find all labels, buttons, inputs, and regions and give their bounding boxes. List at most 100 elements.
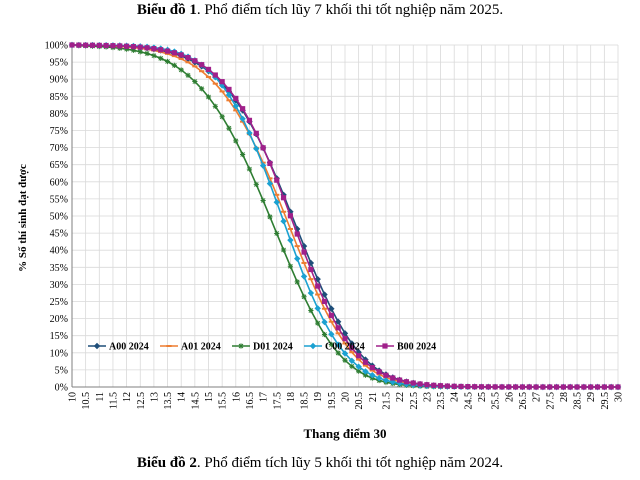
data-point-c00-2024 [355, 363, 362, 370]
legend-swatch-marker [238, 343, 244, 349]
x-tick-label: 15.5 [218, 392, 229, 410]
series-b00-2024 [69, 42, 621, 390]
data-point-c00-2024 [382, 377, 390, 384]
data-point-c00-2024 [266, 180, 274, 187]
data-point-a01-2024 [178, 57, 184, 60]
figure-caption-bottom: Biểu đồ 2. Phổ điểm tích lũy 5 khối thi … [0, 455, 640, 472]
data-point-b00-2024 [588, 384, 594, 390]
y-tick-label: 35% [50, 263, 68, 274]
data-point-d01-2024 [164, 58, 171, 65]
data-point-b00-2024 [594, 384, 601, 390]
x-tick-label: 20.5 [354, 392, 365, 410]
data-point-b00-2024 [287, 213, 293, 219]
data-point-b00-2024 [574, 384, 580, 390]
data-point-b00-2024 [526, 384, 532, 390]
data-point-a01-2024 [294, 245, 300, 248]
caption-top-text: . Phổ điểm tích lũy 7 khối thi tốt nghiệ… [196, 2, 504, 18]
data-point-b00-2024 [205, 66, 212, 73]
data-point-b00-2024 [601, 384, 607, 390]
y-tick-label: 20% [50, 314, 68, 325]
y-tick-label: 25% [50, 297, 68, 308]
data-point-b00-2024 [219, 79, 225, 85]
data-point-d01-2024 [158, 55, 164, 61]
data-point-b00-2024 [151, 46, 157, 52]
x-tick-label: 13 [149, 392, 160, 402]
caption-bottom-text: . Phổ điểm tích lũy 5 khối thi tốt nghiệ… [196, 455, 504, 471]
axis-layer: 0% 5% 10% 15% 20% 25% 30% 35% 40% 45% 50% 55% 60% 65%… [45, 41, 625, 410]
data-point-b00-2024 [280, 195, 287, 201]
data-point-a01-2024 [185, 61, 191, 64]
data-point-b00-2024 [397, 377, 403, 383]
data-point-c00-2024 [314, 305, 321, 312]
data-point-b00-2024 [124, 43, 130, 49]
data-point-a01-2024 [321, 307, 328, 310]
legend-swatch-marker [309, 342, 317, 350]
data-point-b00-2024 [567, 384, 573, 390]
y-axis-title: % Số thí sinh đạt được [17, 164, 29, 272]
x-tick-label: 19.5 [327, 392, 338, 410]
data-point-d01-2024 [219, 114, 225, 120]
data-point-a01-2024 [280, 210, 287, 213]
data-point-b00-2024 [137, 44, 143, 50]
y-tick-label: 55% [50, 194, 68, 205]
x-tick-label: 27.5 [545, 392, 556, 410]
data-point-c00-2024 [328, 330, 335, 338]
data-point-d01-2024 [356, 368, 362, 374]
data-point-c00-2024 [348, 357, 356, 364]
data-point-c00-2024 [239, 115, 246, 122]
x-tick-label: 22.5 [409, 392, 420, 410]
legend-swatch-marker [382, 343, 388, 349]
data-point-b00-2024 [83, 42, 89, 48]
data-point-c00-2024 [253, 145, 260, 152]
data-point-a01-2024 [171, 55, 177, 58]
data-point-b00-2024 [417, 381, 423, 387]
grid-layer [71, 44, 619, 388]
data-point-a01-2024 [212, 82, 218, 85]
data-point-d01-2024 [280, 247, 287, 253]
x-tick-label: 25 [477, 392, 488, 402]
data-point-a01-2024 [356, 358, 362, 361]
data-point-c00-2024 [225, 91, 233, 99]
data-point-d01-2024 [335, 350, 341, 356]
x-tick-label: 26 [504, 392, 515, 402]
data-point-c00-2024 [246, 129, 253, 137]
x-tick-label: 26.5 [518, 392, 529, 410]
y-tick-label: 45% [50, 229, 68, 240]
data-point-d01-2024 [205, 94, 212, 100]
data-point-b00-2024 [89, 42, 96, 48]
data-point-c00-2024 [307, 289, 315, 297]
y-tick-label: 30% [50, 280, 68, 291]
data-point-b00-2024 [158, 47, 164, 53]
x-tick-label: 17 [259, 392, 270, 402]
data-point-c00-2024 [259, 162, 267, 169]
data-point-d01-2024 [137, 49, 143, 55]
data-point-b00-2024 [335, 325, 341, 331]
data-point-c00-2024 [300, 273, 308, 280]
data-point-b00-2024 [110, 43, 116, 49]
data-point-c00-2024 [273, 199, 280, 206]
y-tick-label: 50% [50, 212, 68, 223]
legend-label: C00 2024 [325, 342, 365, 353]
data-point-b00-2024 [615, 384, 621, 390]
legend-label: A00 2024 [109, 342, 149, 353]
data-point-a01-2024 [287, 227, 293, 230]
x-tick-label: 16 [231, 392, 242, 402]
data-point-d01-2024 [301, 294, 307, 300]
x-tick-label: 18.5 [300, 392, 311, 410]
x-tick-label: 21.5 [381, 392, 392, 410]
data-point-b00-2024 [519, 384, 526, 390]
x-tick-label: 11.5 [108, 392, 119, 409]
y-tick-label: 60% [50, 177, 68, 188]
data-point-c00-2024 [334, 341, 342, 348]
x-tick-label: 10.5 [81, 392, 92, 410]
data-point-b00-2024 [212, 72, 218, 78]
data-point-b00-2024 [199, 62, 205, 68]
data-point-b00-2024 [178, 52, 184, 58]
y-tick-label: 75% [50, 126, 68, 137]
x-tick-label: 29.5 [600, 392, 611, 410]
data-point-b00-2024 [478, 384, 485, 390]
x-tick-label: 24 [450, 392, 461, 402]
x-tick-label: 12.5 [136, 392, 147, 410]
data-point-d01-2024 [144, 50, 150, 57]
y-tick-label: 15% [50, 331, 68, 342]
